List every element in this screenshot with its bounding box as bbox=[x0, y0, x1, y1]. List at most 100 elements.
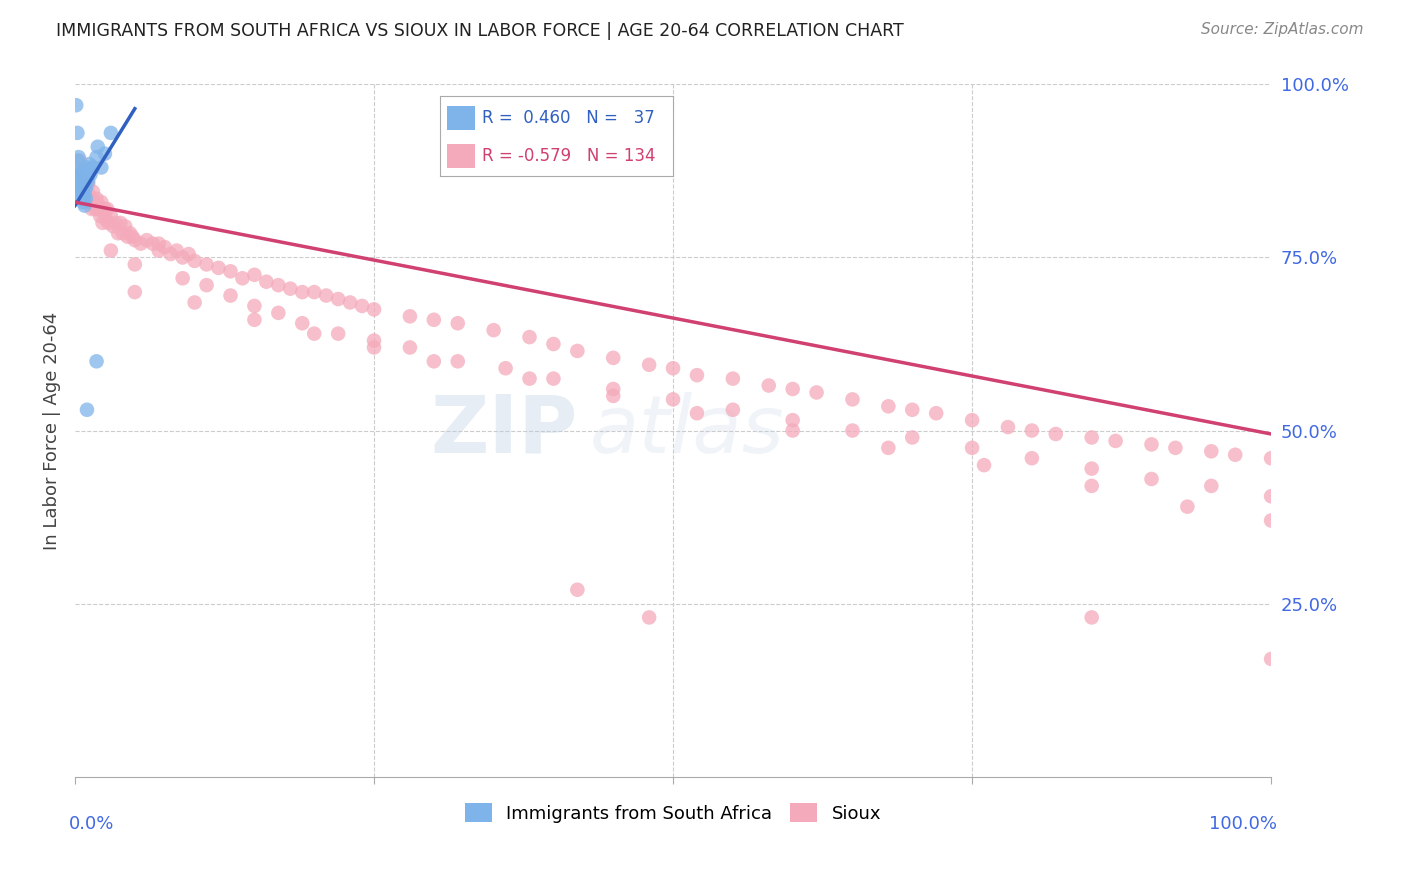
Point bbox=[69, 178, 91, 192]
Point bbox=[94, 212, 117, 227]
Point bbox=[841, 424, 863, 438]
Point bbox=[328, 326, 350, 341]
Point bbox=[135, 233, 157, 247]
Point bbox=[66, 126, 89, 140]
Point bbox=[925, 406, 948, 420]
Point bbox=[495, 361, 517, 376]
Point bbox=[70, 164, 93, 178]
Point bbox=[103, 219, 125, 234]
Point bbox=[77, 178, 100, 192]
Point bbox=[83, 195, 105, 210]
Point bbox=[90, 195, 112, 210]
Point bbox=[82, 161, 104, 175]
Point bbox=[339, 295, 361, 310]
Point bbox=[602, 351, 624, 365]
Point bbox=[80, 202, 103, 216]
Point bbox=[1021, 451, 1043, 466]
Point bbox=[267, 306, 290, 320]
Point bbox=[207, 260, 229, 275]
Point bbox=[90, 161, 112, 175]
Point bbox=[107, 227, 129, 241]
Point bbox=[67, 174, 90, 188]
Point bbox=[877, 441, 900, 455]
Point bbox=[73, 198, 96, 212]
Point bbox=[89, 209, 111, 223]
Point bbox=[1260, 451, 1282, 466]
Point bbox=[1080, 430, 1102, 444]
Point bbox=[87, 202, 110, 216]
Point bbox=[328, 292, 350, 306]
Point bbox=[72, 195, 94, 210]
Point bbox=[72, 181, 94, 195]
Point bbox=[901, 430, 924, 444]
Point bbox=[86, 150, 108, 164]
Point bbox=[219, 288, 242, 302]
Point bbox=[148, 236, 170, 251]
Point bbox=[72, 185, 94, 199]
Point bbox=[315, 288, 337, 302]
Point bbox=[79, 168, 101, 182]
Point bbox=[638, 610, 661, 624]
Text: atlas: atlas bbox=[589, 392, 785, 469]
Point bbox=[66, 153, 89, 168]
Point bbox=[94, 146, 117, 161]
Point bbox=[117, 229, 139, 244]
Point bbox=[721, 402, 744, 417]
Point bbox=[87, 198, 110, 212]
Point bbox=[79, 195, 101, 210]
Point bbox=[69, 168, 91, 182]
Point bbox=[662, 361, 685, 376]
Point bbox=[75, 192, 97, 206]
Point bbox=[1225, 448, 1247, 462]
Point bbox=[172, 271, 194, 285]
Point bbox=[76, 161, 98, 175]
Point bbox=[243, 313, 266, 327]
Point bbox=[841, 392, 863, 407]
Point bbox=[77, 164, 100, 178]
Point bbox=[302, 326, 325, 341]
Point bbox=[70, 185, 93, 199]
Point bbox=[638, 358, 661, 372]
Point bbox=[254, 275, 277, 289]
Point bbox=[423, 354, 446, 368]
Point bbox=[1021, 424, 1043, 438]
Point bbox=[104, 216, 127, 230]
Point bbox=[100, 244, 122, 258]
Y-axis label: In Labor Force | Age 20-64: In Labor Force | Age 20-64 bbox=[44, 311, 60, 549]
Point bbox=[87, 140, 110, 154]
Point bbox=[686, 368, 709, 383]
Point bbox=[79, 157, 101, 171]
Point bbox=[84, 202, 107, 216]
Point bbox=[183, 254, 205, 268]
Point bbox=[86, 354, 108, 368]
Point bbox=[352, 299, 374, 313]
Point bbox=[148, 244, 170, 258]
Point bbox=[1140, 437, 1163, 451]
Point bbox=[1260, 652, 1282, 666]
Point bbox=[782, 424, 804, 438]
Point bbox=[97, 216, 120, 230]
Point bbox=[96, 202, 118, 216]
Text: IMMIGRANTS FROM SOUTH AFRICA VS SIOUX IN LABOR FORCE | AGE 20-64 CORRELATION CHA: IMMIGRANTS FROM SOUTH AFRICA VS SIOUX IN… bbox=[56, 22, 904, 40]
Point bbox=[1080, 461, 1102, 475]
Point bbox=[267, 278, 290, 293]
Point bbox=[70, 192, 93, 206]
Point bbox=[66, 168, 89, 182]
Point bbox=[73, 178, 96, 192]
Point bbox=[423, 313, 446, 327]
Point bbox=[129, 236, 152, 251]
Point bbox=[758, 378, 780, 392]
Point bbox=[100, 209, 122, 223]
Point bbox=[543, 337, 565, 351]
Point bbox=[73, 178, 96, 192]
Point bbox=[482, 323, 505, 337]
Point bbox=[1164, 441, 1187, 455]
Point bbox=[124, 285, 146, 299]
Point bbox=[75, 188, 97, 202]
Point bbox=[782, 382, 804, 396]
Point bbox=[79, 188, 101, 202]
Point bbox=[243, 268, 266, 282]
Point bbox=[124, 257, 146, 271]
Point bbox=[76, 170, 98, 185]
Point bbox=[73, 188, 96, 202]
